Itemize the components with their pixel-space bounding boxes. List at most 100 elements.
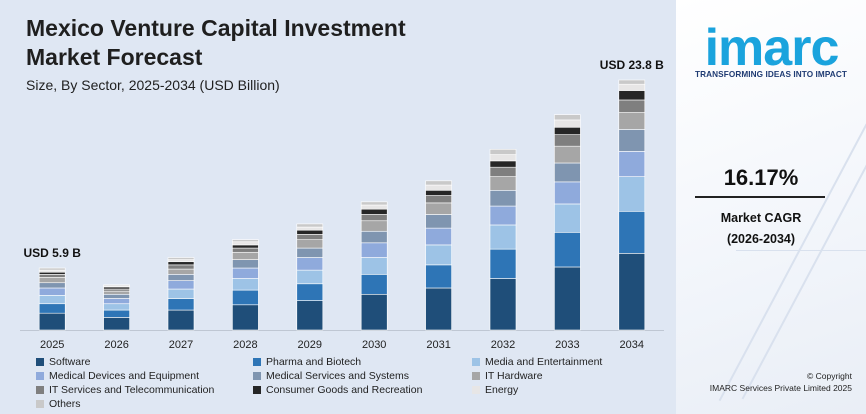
bar-segment-2033-0 [554, 266, 581, 331]
bar-segment-2034-4 [618, 129, 646, 152]
legend-item: IT Services and Telecommunication [36, 383, 253, 396]
bar-segment-2030-4 [360, 230, 388, 244]
bar-segment-2032-6 [489, 166, 517, 177]
bar-segment-2032-1 [489, 248, 517, 279]
legend-label: Media and Entertainment [485, 355, 603, 368]
legend-swatch [36, 399, 44, 408]
bar-segment-2031-5 [425, 202, 452, 215]
bar-segment-2031-2 [425, 244, 452, 266]
bar-segment-2028-2 [232, 278, 259, 291]
bar-segment-2032-5 [489, 176, 517, 191]
bar-segment-2028-9 [232, 239, 259, 243]
bar-segment-2031-4 [425, 214, 452, 229]
cagr-label-block: Market CAGR (2026-2034) [676, 208, 846, 250]
legend-item: Energy [472, 383, 662, 396]
bar-segment-2030-9 [360, 201, 388, 206]
bar-segment-2033-8 [554, 119, 581, 128]
bar-segment-2030-1 [360, 274, 388, 295]
stacked-bar-chart: 2025 2026 2027 2028 2029 2030 2031 2032 2033 2034… [20, 58, 664, 351]
legend-item: Consumer Goods and Recreation [253, 383, 472, 396]
bar-segment-2031-0 [425, 287, 452, 331]
x-tick-label: 2033 [555, 339, 579, 351]
bar-segment-2032-2 [489, 224, 517, 250]
bar-segment-2030-8 [360, 204, 388, 210]
bar-segment-2025-8 [38, 269, 66, 273]
bar-segment-2025-0 [38, 312, 66, 331]
bar-segment-2026-1 [103, 309, 130, 318]
x-tick-label: 2029 [298, 339, 322, 351]
bar-segment-2030-2 [360, 257, 388, 275]
bar-segment-2027-8 [167, 259, 195, 263]
legend-item: Pharma and Biotech [253, 355, 472, 368]
bar-segment-2028-1 [232, 289, 259, 306]
bar-segment-2028-3 [232, 267, 259, 279]
bar-segment-2033-4 [554, 162, 581, 183]
bar-segment-2026-2 [103, 303, 130, 311]
bar-segment-2032-7 [489, 160, 517, 168]
bar-segment-2025-4 [38, 282, 66, 289]
bar-segment-2027-3 [167, 280, 195, 290]
legend-item: IT Hardware [472, 369, 662, 382]
bar-segment-2028-4 [232, 259, 259, 269]
legend-swatch [36, 385, 44, 394]
bar-segment-2025-7 [38, 271, 66, 275]
bar-segment-2033-7 [554, 126, 581, 135]
legend-swatch [253, 357, 261, 366]
legend-item: Others [36, 397, 253, 410]
bar-segment-2031-3 [425, 227, 452, 246]
bar-segment-2026-4 [103, 293, 130, 299]
bar-segment-2027-9 [167, 257, 195, 260]
bar-segment-2027-0 [167, 309, 195, 331]
legend-label: Medical Services and Systems [266, 369, 409, 382]
bar-segment-2025-1 [38, 303, 66, 314]
total-annotation-2025: USD 5.9 B [24, 246, 82, 260]
copyright-line: © Copyright [806, 371, 852, 381]
bar-segment-2027-2 [167, 288, 195, 299]
bar-segment-2026-9 [103, 284, 130, 287]
bar-segment-2028-0 [232, 304, 259, 331]
legend-swatch [36, 371, 44, 380]
bar-segment-2027-7 [167, 261, 195, 266]
cagr-label: Market CAGR [720, 211, 802, 225]
side-panel: imarc TRANSFORMING IDEAS INTO IMPACT 16.… [676, 0, 866, 414]
imarc-logo: imarc [704, 19, 840, 77]
bar-segment-2034-1 [618, 211, 646, 254]
bar-segment-2029-1 [296, 283, 324, 301]
decorative-line [736, 250, 866, 251]
legend-label: Others [49, 397, 81, 410]
logo-tagline: TRANSFORMING IDEAS INTO IMPACT [695, 70, 847, 79]
total-annotation-2034: USD 23.8 B [600, 58, 664, 72]
bar-segment-2033-6 [554, 134, 581, 147]
bar-segment-2034-9 [618, 79, 646, 85]
bar-segment-2033-1 [554, 232, 581, 268]
bar-segment-2029-6 [296, 234, 324, 240]
legend-swatch [472, 371, 480, 380]
legend-label: IT Hardware [485, 369, 543, 382]
chart-subtitle: Size, By Sector, 2025-2034 (USD Billion) [26, 77, 280, 93]
bar-segment-2031-1 [425, 264, 452, 289]
legend-label: IT Services and Telecommunication [49, 383, 215, 396]
bar-segment-2027-4 [167, 274, 195, 281]
legend-swatch [472, 357, 480, 366]
x-tick-label: 2034 [620, 339, 644, 351]
bar-segment-2027-6 [167, 264, 195, 270]
chart-legend: Software Pharma and Biotech Media and Ente… [36, 355, 656, 410]
bar-segment-2025-9 [38, 267, 66, 271]
x-tick-label: 2032 [491, 339, 515, 351]
decorative-line [718, 108, 866, 402]
bar-segment-2030-7 [360, 208, 388, 215]
legend-swatch [36, 357, 44, 366]
bar-segment-2031-6 [425, 195, 452, 204]
bar-segment-2029-4 [296, 247, 324, 258]
bar-segment-2028-8 [232, 241, 259, 246]
x-tick-label: 2027 [169, 339, 193, 351]
bar-segment-2032-9 [489, 149, 517, 155]
bar-segment-2031-8 [425, 184, 452, 191]
legend-item: Software [36, 355, 253, 368]
bar-segment-2033-9 [554, 114, 581, 121]
x-tick-label: 2030 [362, 339, 386, 351]
bar-segment-2034-2 [618, 176, 646, 212]
bar-segment-2031-7 [425, 189, 452, 196]
bar-segment-2029-0 [296, 300, 324, 331]
bar-segment-2030-3 [360, 242, 388, 258]
